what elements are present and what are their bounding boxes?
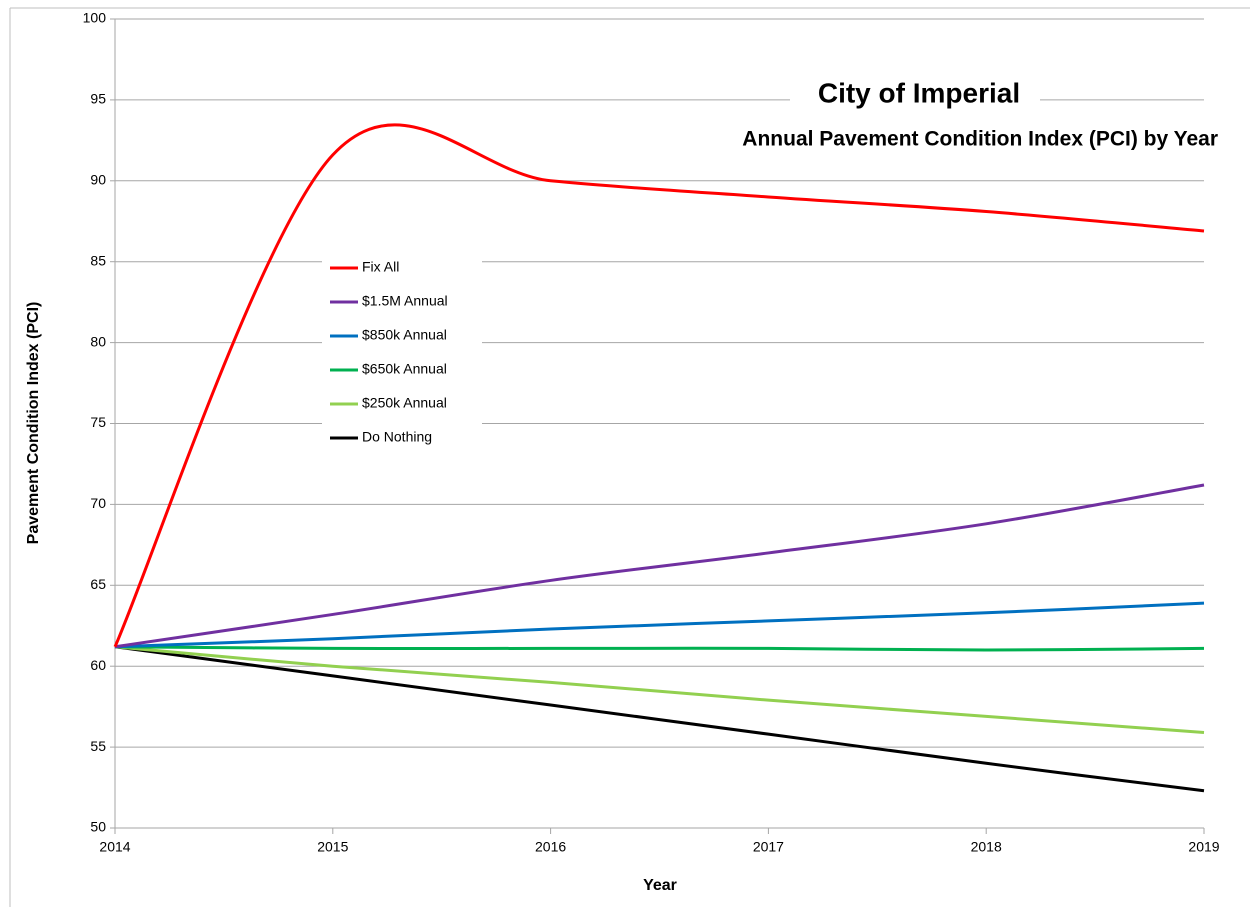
series-line xyxy=(114,483,1205,649)
series-line xyxy=(114,645,1205,735)
legend: Fix All $1.5M Annual $850k Annual $650k Ann… xyxy=(330,259,448,445)
x-tick-label: 2015 xyxy=(317,839,348,855)
y-tick-label: 95 xyxy=(90,91,106,107)
x-tick-label: 2017 xyxy=(753,839,784,855)
series-line xyxy=(114,645,1205,793)
y-tick-label: 85 xyxy=(90,252,106,268)
chart-subtitle: Annual Pavement Condition Index (PCI) by… xyxy=(742,128,1218,151)
legend-background xyxy=(322,252,482,450)
y-tick-label: 80 xyxy=(90,333,106,349)
legend-label: Fix All xyxy=(362,259,399,275)
y-tick-label: 50 xyxy=(90,819,106,835)
x-tick-label: 2018 xyxy=(971,839,1002,855)
x-tick-label: 2019 xyxy=(1188,839,1219,855)
legend-label: $250k Annual xyxy=(362,395,447,411)
legend-label: $850k Annual xyxy=(362,327,447,343)
y-tick-label: 65 xyxy=(90,576,106,592)
lines xyxy=(113,123,1205,793)
y-tick-label: 90 xyxy=(90,172,106,188)
y-tick-label: 60 xyxy=(90,657,106,673)
x-tick-label: 2014 xyxy=(99,839,130,855)
grid: 50 55 60 65 70 75 80 85 90 95 100 2014 2015 2016 2017 2… xyxy=(83,10,1220,855)
title-background xyxy=(790,75,1040,115)
y-axis-title: Pavement Condition Index (PCI) xyxy=(25,302,42,545)
y-tick-label: 70 xyxy=(90,495,106,511)
legend-label: $650k Annual xyxy=(362,361,447,377)
legend-label: Do Nothing xyxy=(362,429,432,445)
series-line xyxy=(113,123,1205,648)
chart-title: City of Imperial xyxy=(818,77,1020,108)
series-line xyxy=(114,645,1205,652)
x-axis-title: Year xyxy=(643,877,677,894)
y-tick-label: 75 xyxy=(90,414,106,430)
y-tick-label: 55 xyxy=(90,738,106,754)
x-tick-label: 2016 xyxy=(535,839,566,855)
legend-label: $1.5M Annual xyxy=(362,293,448,309)
series-line xyxy=(114,601,1205,649)
y-tick-label: 100 xyxy=(83,10,107,26)
